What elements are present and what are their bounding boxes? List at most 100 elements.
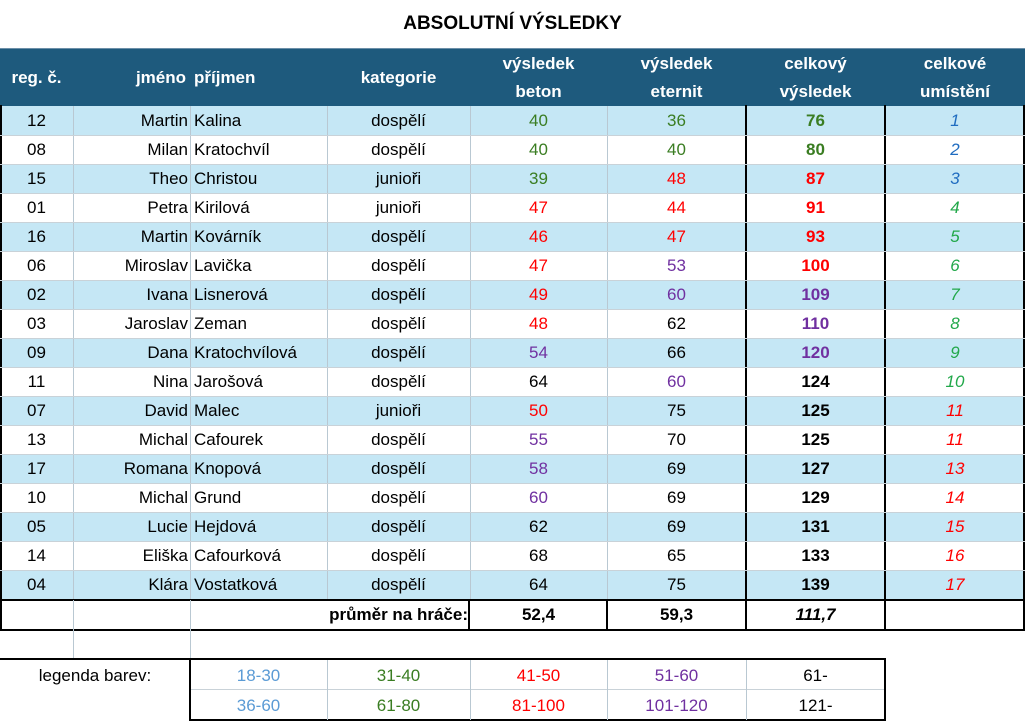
header-reg[interactable]: reg. č. <box>11 67 62 87</box>
cell-celkem[interactable]: 87 <box>806 169 825 188</box>
cell-jmeno[interactable]: Eliška <box>142 546 188 565</box>
cell-beton[interactable]: 39 <box>529 169 548 188</box>
cell-jmeno[interactable]: Nina <box>153 372 188 391</box>
cell-beton[interactable]: 64 <box>529 575 548 594</box>
cell-kategorie[interactable]: dospělí <box>371 488 426 507</box>
cell-beton[interactable]: 60 <box>529 488 548 507</box>
cell-kategorie[interactable]: junioři <box>375 401 422 420</box>
cell-kategorie[interactable]: dospělí <box>371 343 426 362</box>
cell-umisteni[interactable]: 2 <box>950 140 960 159</box>
cell-beton[interactable]: 40 <box>529 111 548 130</box>
average-celkem[interactable]: 111,7 <box>795 605 836 624</box>
cell-jmeno[interactable]: Michal <box>138 430 188 449</box>
cell-celkem[interactable]: 80 <box>806 140 825 159</box>
cell-beton[interactable]: 47 <box>529 198 548 217</box>
cell-reg[interactable]: 10 <box>27 488 46 507</box>
cell-eternit[interactable]: 69 <box>667 488 686 507</box>
cell-beton[interactable]: 58 <box>529 459 548 478</box>
cell-reg[interactable]: 06 <box>27 256 46 275</box>
cell-prijmeni[interactable]: Jarošová <box>194 372 263 391</box>
header-celkovy-vysledek[interactable]: celkový výsledek <box>779 53 852 101</box>
cell-prijmeni[interactable]: Hejdová <box>194 517 257 536</box>
cell-celkem[interactable]: 93 <box>806 227 825 246</box>
cell-eternit[interactable]: 36 <box>667 111 686 130</box>
cell-umisteni[interactable]: 15 <box>945 517 965 536</box>
cell-prijmeni[interactable]: Malec <box>194 401 240 420</box>
cell-reg[interactable]: 13 <box>27 430 46 449</box>
cell-celkem[interactable]: 127 <box>801 459 830 478</box>
cell-beton[interactable]: 64 <box>529 372 548 391</box>
cell-beton[interactable]: 49 <box>529 285 548 304</box>
cell-kategorie[interactable]: dospělí <box>371 517 426 536</box>
cell-jmeno[interactable]: Theo <box>149 169 188 188</box>
cell-kategorie[interactable]: dospělí <box>371 140 426 159</box>
cell-kategorie[interactable]: dospělí <box>371 111 426 130</box>
cell-celkem[interactable]: 109 <box>801 285 830 304</box>
cell-umisteni[interactable]: 17 <box>945 575 965 594</box>
cell-eternit[interactable]: 48 <box>667 169 686 188</box>
cell-jmeno[interactable]: Romana <box>123 459 188 478</box>
cell-eternit[interactable]: 62 <box>667 314 686 333</box>
cell-kategorie[interactable]: dospělí <box>371 546 426 565</box>
cell-prijmeni[interactable]: Cafourková <box>194 546 281 565</box>
cell-prijmeni[interactable]: Grund <box>194 488 242 507</box>
header-celkove-umisteni[interactable]: celkové umístění <box>920 53 990 101</box>
cell-jmeno[interactable]: Ivana <box>146 285 188 304</box>
cell-kategorie[interactable]: dospělí <box>371 459 426 478</box>
cell-beton[interactable]: 68 <box>529 546 548 565</box>
cell-jmeno[interactable]: Miroslav <box>124 256 188 275</box>
cell-beton[interactable]: 54 <box>529 343 548 362</box>
cell-umisteni[interactable]: 11 <box>946 401 964 420</box>
cell-kategorie[interactable]: junioři <box>375 169 422 188</box>
cell-prijmeni[interactable]: Cafourek <box>194 430 263 449</box>
average-beton[interactable]: 52,4 <box>521 605 556 624</box>
cell-umisteni[interactable]: 3 <box>950 169 960 188</box>
cell-prijmeni[interactable]: Vostatková <box>194 575 278 594</box>
cell-reg[interactable]: 05 <box>27 517 46 536</box>
cell-celkem[interactable]: 100 <box>801 256 830 275</box>
cell-celkem[interactable]: 129 <box>801 488 830 507</box>
cell-eternit[interactable]: 75 <box>667 575 686 594</box>
cell-eternit[interactable]: 60 <box>667 285 686 304</box>
cell-umisteni[interactable]: 1 <box>950 111 960 130</box>
cell-celkem[interactable]: 131 <box>801 517 830 536</box>
cell-umisteni[interactable]: 13 <box>945 459 965 478</box>
cell-celkem[interactable]: 91 <box>806 198 825 217</box>
cell-jmeno[interactable]: Martin <box>140 227 188 246</box>
cell-beton[interactable]: 40 <box>529 140 548 159</box>
cell-umisteni[interactable]: 10 <box>945 372 965 391</box>
header-kategorie[interactable]: kategorie <box>360 67 437 87</box>
cell-jmeno[interactable]: Dana <box>147 343 188 362</box>
cell-jmeno[interactable]: Milan <box>147 140 188 159</box>
cell-celkem[interactable]: 76 <box>806 111 825 130</box>
cell-prijmeni[interactable]: Zeman <box>194 314 247 333</box>
cell-prijmeni[interactable]: Lisnerová <box>194 285 268 304</box>
cell-eternit[interactable]: 70 <box>667 430 686 449</box>
cell-prijmeni[interactable]: Christou <box>194 169 258 188</box>
cell-eternit[interactable]: 40 <box>667 140 686 159</box>
cell-kategorie[interactable]: dospělí <box>371 372 426 391</box>
cell-prijmeni[interactable]: Kirilová <box>194 198 250 217</box>
cell-umisteni[interactable]: 11 <box>946 430 964 449</box>
header-jmeno[interactable]: jméno <box>135 67 186 87</box>
cell-celkem[interactable]: 139 <box>801 575 830 594</box>
cell-umisteni[interactable]: 14 <box>945 488 965 507</box>
cell-eternit[interactable]: 65 <box>667 546 686 565</box>
cell-kategorie[interactable]: dospělí <box>371 256 426 275</box>
cell-beton[interactable]: 46 <box>529 227 548 246</box>
header-vysledek-beton[interactable]: výsledek beton <box>502 53 575 101</box>
cell-reg[interactable]: 02 <box>27 285 46 304</box>
cell-reg[interactable]: 08 <box>27 140 46 159</box>
cell-prijmeni[interactable]: Kalina <box>194 111 242 130</box>
cell-reg[interactable]: 15 <box>27 169 46 188</box>
cell-kategorie[interactable]: dospělí <box>371 430 426 449</box>
cell-kategorie[interactable]: dospělí <box>371 285 426 304</box>
cell-beton[interactable]: 55 <box>529 430 548 449</box>
cell-kategorie[interactable]: dospělí <box>371 575 426 594</box>
cell-kategorie[interactable]: dospělí <box>371 227 426 246</box>
cell-jmeno[interactable]: Michal <box>138 488 188 507</box>
cell-prijmeni[interactable]: Lavička <box>194 256 252 275</box>
cell-eternit[interactable]: 47 <box>667 227 686 246</box>
cell-umisteni[interactable]: 7 <box>950 285 960 304</box>
cell-eternit[interactable]: 66 <box>667 343 686 362</box>
